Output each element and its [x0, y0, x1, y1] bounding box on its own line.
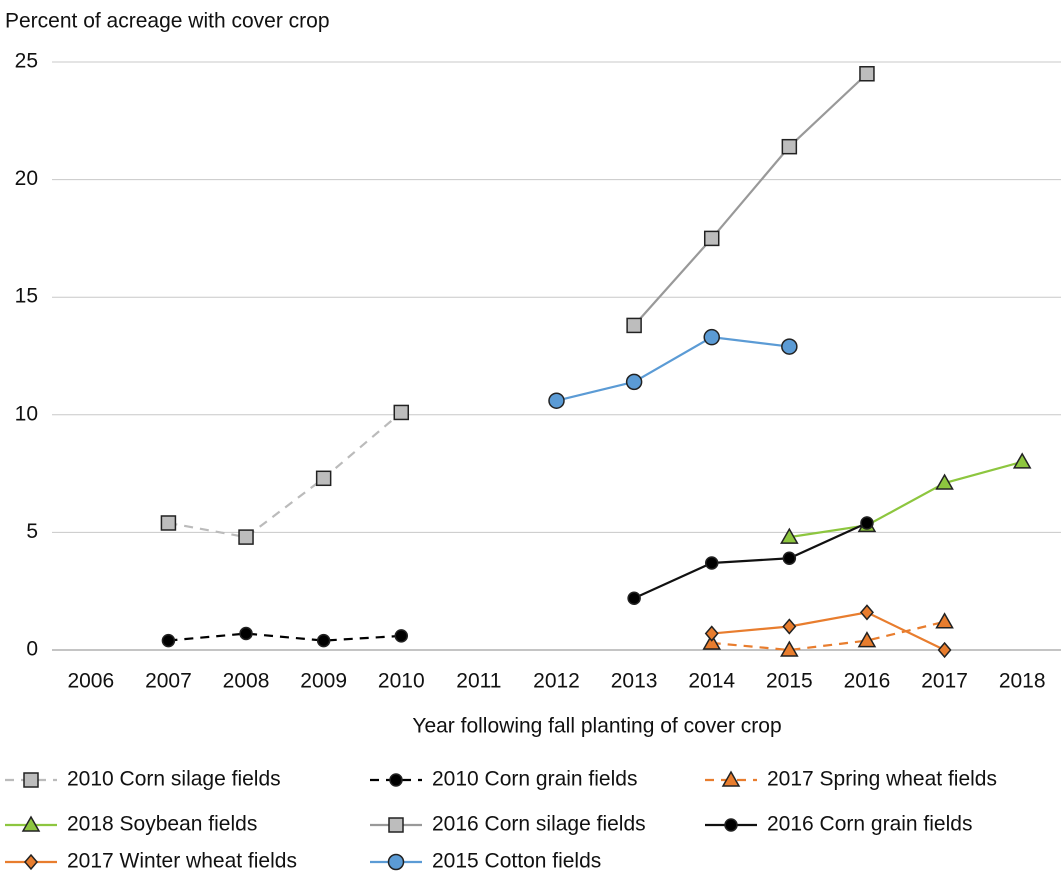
x-tick-label: 2012	[533, 670, 580, 693]
legend-item: 2015 Cotton fields	[370, 850, 601, 873]
series-line	[633, 521, 868, 600]
legend-label: 2016 Corn grain fields	[767, 813, 972, 836]
series	[548, 328, 798, 409]
legend-label: 2017 Winter wheat fields	[67, 850, 297, 873]
marker	[780, 640, 799, 657]
legend-label: 2016 Corn silage fields	[432, 813, 646, 836]
y-tick-label: 5	[26, 520, 38, 543]
series-line	[711, 620, 945, 652]
marker	[239, 626, 253, 641]
legend-label: 2017 Spring wheat fields	[767, 768, 997, 791]
marker	[782, 551, 797, 566]
series	[626, 66, 875, 334]
x-axis-label: Year following fall planting of cover cr…	[412, 715, 781, 738]
marker	[937, 641, 952, 659]
x-tick-label: 2018	[999, 670, 1046, 693]
marker	[160, 515, 177, 531]
marker	[935, 612, 954, 629]
marker	[781, 138, 798, 155]
marker	[387, 853, 405, 871]
legend-label: 2018 Soybean fields	[67, 813, 257, 836]
legend-label: 2010 Corn grain fields	[432, 768, 637, 791]
legend-item: 2017 Spring wheat fields	[705, 768, 997, 791]
x-tick-label: 2010	[378, 670, 425, 693]
marker	[315, 470, 332, 487]
x-tick-label: 2011	[456, 670, 501, 693]
marker	[781, 338, 798, 355]
series	[161, 626, 409, 648]
y-tick-label: 15	[15, 285, 38, 308]
y-tick-label: 20	[15, 167, 38, 190]
legend-item: 2018 Soybean fields	[5, 813, 257, 836]
marker	[724, 818, 738, 832]
marker	[857, 631, 877, 648]
marker	[935, 473, 954, 490]
marker	[702, 633, 722, 650]
marker	[161, 633, 176, 648]
series	[780, 452, 1032, 544]
marker	[393, 404, 410, 421]
legend-label: 2015 Cotton fields	[432, 850, 601, 873]
x-tick-label: 2009	[300, 670, 347, 693]
marker	[23, 772, 39, 788]
marker	[627, 591, 641, 606]
x-tick-label: 2008	[223, 670, 270, 693]
series-line	[168, 411, 402, 539]
x-tick-label: 2017	[921, 670, 968, 693]
marker	[859, 604, 874, 621]
marker	[704, 625, 719, 642]
marker	[389, 773, 403, 787]
marker	[388, 817, 404, 833]
marker	[704, 556, 719, 570]
x-tick-label: 2016	[844, 670, 891, 693]
legend-item: 2017 Winter wheat fields	[5, 850, 297, 873]
x-tick-label: 2015	[766, 670, 813, 693]
marker	[1012, 452, 1032, 469]
series	[160, 404, 410, 545]
series-line	[633, 72, 868, 327]
marker	[21, 815, 41, 832]
marker	[860, 516, 874, 530]
legend-item: 2016 Corn silage fields	[370, 813, 646, 836]
series	[702, 612, 954, 657]
marker	[24, 853, 38, 871]
marker	[721, 770, 741, 787]
series-line	[556, 336, 790, 402]
y-tick-label: 25	[15, 50, 38, 73]
marker	[780, 527, 799, 544]
marker	[782, 618, 797, 635]
marker	[626, 317, 642, 334]
legend-item: 2010 Corn grain fields	[370, 768, 637, 791]
marker	[703, 328, 720, 346]
x-tick-label: 2014	[688, 670, 735, 693]
x-tick-label: 2007	[145, 670, 192, 693]
y-tick-label: 0	[26, 638, 38, 661]
series-line	[168, 632, 402, 642]
series-line	[711, 611, 946, 651]
marker	[625, 373, 643, 391]
series-line	[789, 460, 1023, 539]
marker	[859, 66, 875, 82]
marker	[394, 629, 409, 643]
legend-item: 2010 Corn silage fields	[5, 768, 281, 791]
series	[627, 516, 874, 606]
x-tick-label: 2006	[67, 670, 114, 693]
marker	[238, 529, 254, 545]
series	[704, 604, 952, 659]
legend-item: 2016 Corn grain fields	[705, 813, 972, 836]
marker	[703, 230, 720, 247]
chart-title: Percent of acreage with cover crop	[5, 10, 330, 33]
y-tick-label: 10	[15, 402, 38, 425]
legend-label: 2010 Corn silage fields	[67, 768, 281, 791]
marker	[548, 392, 565, 409]
x-tick-label: 2013	[611, 670, 658, 693]
marker	[316, 633, 331, 648]
